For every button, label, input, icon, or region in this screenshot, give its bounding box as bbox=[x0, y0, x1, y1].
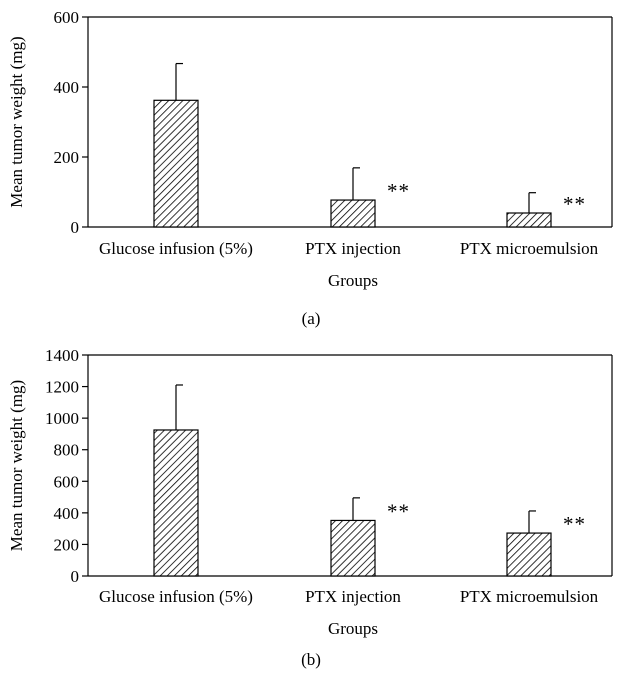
chart-a: 0 200 400 600 Mean tumor weight (mg) Glucose … bbox=[7, 8, 613, 328]
chart-a-panel-label: (a) bbox=[302, 309, 321, 328]
chart-a-significance-label: ** bbox=[563, 192, 586, 216]
chart-a-ytick-label: 0 bbox=[71, 218, 80, 237]
chart-a-xlabel: Groups bbox=[328, 271, 378, 290]
chart-b-ytick-label: 800 bbox=[54, 441, 80, 460]
chart-a-category-label: PTX injection bbox=[305, 239, 401, 258]
chart-b-bar bbox=[153, 429, 199, 577]
chart-b-ytick-label: 1200 bbox=[45, 378, 79, 397]
chart-b-ytick-label: 0 bbox=[71, 567, 80, 586]
chart-a-category-label: Glucose infusion (5%) bbox=[99, 239, 253, 258]
chart-b-ytick-label: 200 bbox=[54, 535, 80, 554]
chart-a-ylabel: Mean tumor weight (mg) bbox=[7, 36, 26, 207]
chart-a-bar bbox=[153, 99, 199, 228]
chart-b-category-label: Glucose infusion (5%) bbox=[99, 587, 253, 606]
chart-b-bar bbox=[506, 532, 552, 577]
chart-b-ytick-label: 1400 bbox=[45, 346, 79, 365]
chart-b-panel-label: (b) bbox=[301, 650, 321, 669]
chart-a-ytick-label: 400 bbox=[54, 78, 80, 97]
chart-b-ytick-label: 400 bbox=[54, 504, 80, 523]
chart-a-bar bbox=[330, 199, 376, 228]
chart-b-category-label: PTX injection bbox=[305, 587, 401, 606]
chart-b-significance-label: ** bbox=[387, 499, 410, 523]
chart-a-bar bbox=[506, 212, 552, 228]
chart-a-ytick-label: 200 bbox=[54, 148, 80, 167]
chart-a-ytick-label: 600 bbox=[54, 8, 80, 27]
chart-b-significance-label: ** bbox=[563, 512, 586, 536]
chart-b-ylabel: Mean tumor weight (mg) bbox=[7, 380, 26, 551]
chart-a-category-label: PTX microemulsion bbox=[460, 239, 599, 258]
chart-b-bar bbox=[330, 519, 376, 577]
chart-b-xlabel: Groups bbox=[328, 619, 378, 638]
chart-b-ytick-label: 1000 bbox=[45, 409, 79, 428]
chart-b-ytick-label: 600 bbox=[54, 472, 80, 491]
chart-b-category-label: PTX microemulsion bbox=[460, 587, 599, 606]
chart-b: 0 200 400 600 800 1000 1200 1400 Mean tumor weig… bbox=[7, 346, 613, 669]
chart-a-significance-label: ** bbox=[387, 179, 410, 203]
